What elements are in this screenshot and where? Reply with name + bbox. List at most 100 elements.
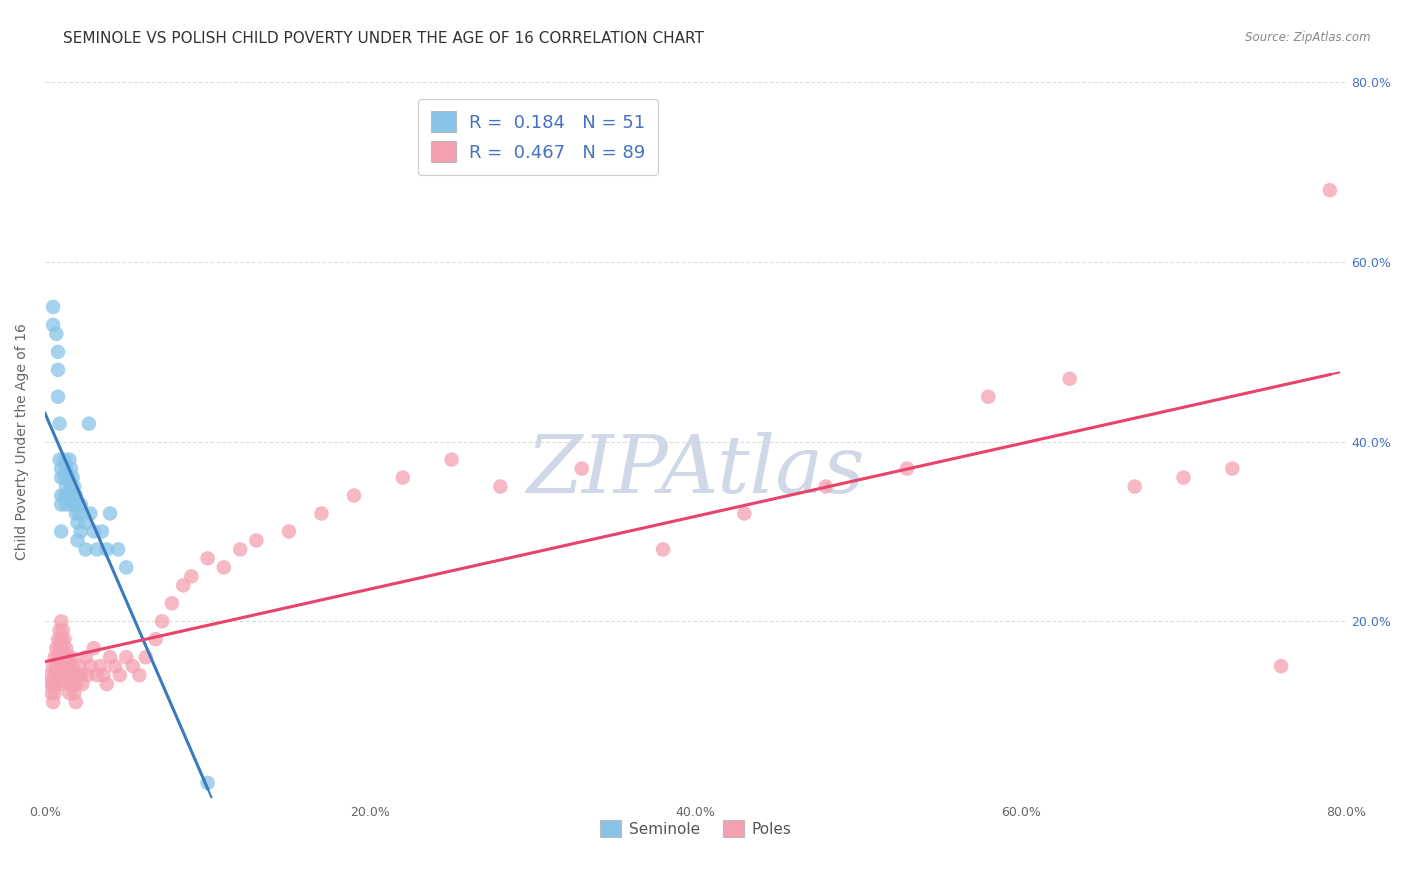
Point bbox=[44, 668, 66, 682]
Point bbox=[115, 650, 138, 665]
Point bbox=[53, 632, 76, 647]
Point bbox=[67, 507, 90, 521]
Point bbox=[56, 650, 79, 665]
Point bbox=[52, 641, 75, 656]
Point bbox=[46, 344, 69, 359]
Point bbox=[41, 686, 63, 700]
Point bbox=[107, 542, 129, 557]
Point bbox=[58, 470, 80, 484]
Point bbox=[63, 479, 86, 493]
Point bbox=[343, 489, 366, 503]
Point bbox=[55, 498, 77, 512]
Point bbox=[160, 596, 183, 610]
Point bbox=[51, 650, 73, 665]
Point bbox=[59, 479, 82, 493]
Point bbox=[42, 659, 65, 673]
Point bbox=[51, 632, 73, 647]
Point bbox=[51, 470, 73, 484]
Point bbox=[79, 659, 101, 673]
Point bbox=[66, 516, 89, 530]
Point bbox=[1123, 479, 1146, 493]
Legend: Seminole, Poles: Seminole, Poles bbox=[593, 814, 797, 844]
Point bbox=[42, 677, 65, 691]
Point bbox=[814, 479, 837, 493]
Point bbox=[63, 498, 86, 512]
Point bbox=[245, 533, 267, 548]
Point bbox=[59, 498, 82, 512]
Point bbox=[46, 390, 69, 404]
Point bbox=[53, 650, 76, 665]
Point bbox=[197, 776, 219, 790]
Point bbox=[62, 470, 84, 484]
Point bbox=[63, 686, 86, 700]
Point bbox=[45, 641, 67, 656]
Point bbox=[197, 551, 219, 566]
Point bbox=[53, 668, 76, 682]
Point bbox=[1059, 372, 1081, 386]
Point bbox=[391, 470, 413, 484]
Point bbox=[46, 632, 69, 647]
Point bbox=[46, 650, 69, 665]
Point bbox=[51, 489, 73, 503]
Point bbox=[67, 659, 90, 673]
Point bbox=[55, 659, 77, 673]
Text: Source: ZipAtlas.com: Source: ZipAtlas.com bbox=[1246, 31, 1371, 45]
Point bbox=[65, 677, 87, 691]
Point bbox=[86, 542, 108, 557]
Point bbox=[65, 507, 87, 521]
Point bbox=[58, 452, 80, 467]
Point bbox=[72, 677, 94, 691]
Point bbox=[115, 560, 138, 574]
Point bbox=[489, 479, 512, 493]
Point bbox=[440, 452, 463, 467]
Point bbox=[62, 677, 84, 691]
Point bbox=[229, 542, 252, 557]
Point bbox=[46, 363, 69, 377]
Point bbox=[98, 507, 121, 521]
Point bbox=[48, 452, 70, 467]
Point bbox=[150, 614, 173, 628]
Point bbox=[212, 560, 235, 574]
Point bbox=[733, 507, 755, 521]
Point bbox=[58, 677, 80, 691]
Point bbox=[65, 489, 87, 503]
Point bbox=[66, 533, 89, 548]
Point bbox=[45, 659, 67, 673]
Point bbox=[51, 498, 73, 512]
Point bbox=[46, 668, 69, 682]
Point bbox=[896, 461, 918, 475]
Point bbox=[56, 489, 79, 503]
Point bbox=[58, 489, 80, 503]
Point bbox=[52, 659, 75, 673]
Point bbox=[1173, 470, 1195, 484]
Point bbox=[180, 569, 202, 583]
Point bbox=[75, 542, 97, 557]
Point bbox=[1319, 183, 1341, 197]
Point bbox=[977, 390, 1000, 404]
Point bbox=[45, 326, 67, 341]
Text: ZIPAtlas: ZIPAtlas bbox=[526, 432, 865, 509]
Point bbox=[62, 659, 84, 673]
Point bbox=[59, 650, 82, 665]
Point bbox=[83, 524, 105, 539]
Point bbox=[121, 659, 143, 673]
Point bbox=[42, 318, 65, 332]
Y-axis label: Child Poverty Under the Age of 16: Child Poverty Under the Age of 16 bbox=[15, 323, 30, 560]
Point bbox=[1220, 461, 1243, 475]
Point bbox=[58, 686, 80, 700]
Point bbox=[52, 624, 75, 638]
Point bbox=[66, 668, 89, 682]
Point bbox=[104, 659, 127, 673]
Point bbox=[75, 516, 97, 530]
Text: SEMINOLE VS POLISH CHILD POVERTY UNDER THE AGE OF 16 CORRELATION CHART: SEMINOLE VS POLISH CHILD POVERTY UNDER T… bbox=[63, 31, 704, 46]
Point bbox=[53, 452, 76, 467]
Point bbox=[135, 650, 157, 665]
Point bbox=[51, 524, 73, 539]
Point bbox=[42, 300, 65, 314]
Point bbox=[571, 461, 593, 475]
Point bbox=[55, 479, 77, 493]
Point bbox=[79, 507, 101, 521]
Point bbox=[51, 614, 73, 628]
Point bbox=[76, 668, 98, 682]
Point bbox=[69, 524, 91, 539]
